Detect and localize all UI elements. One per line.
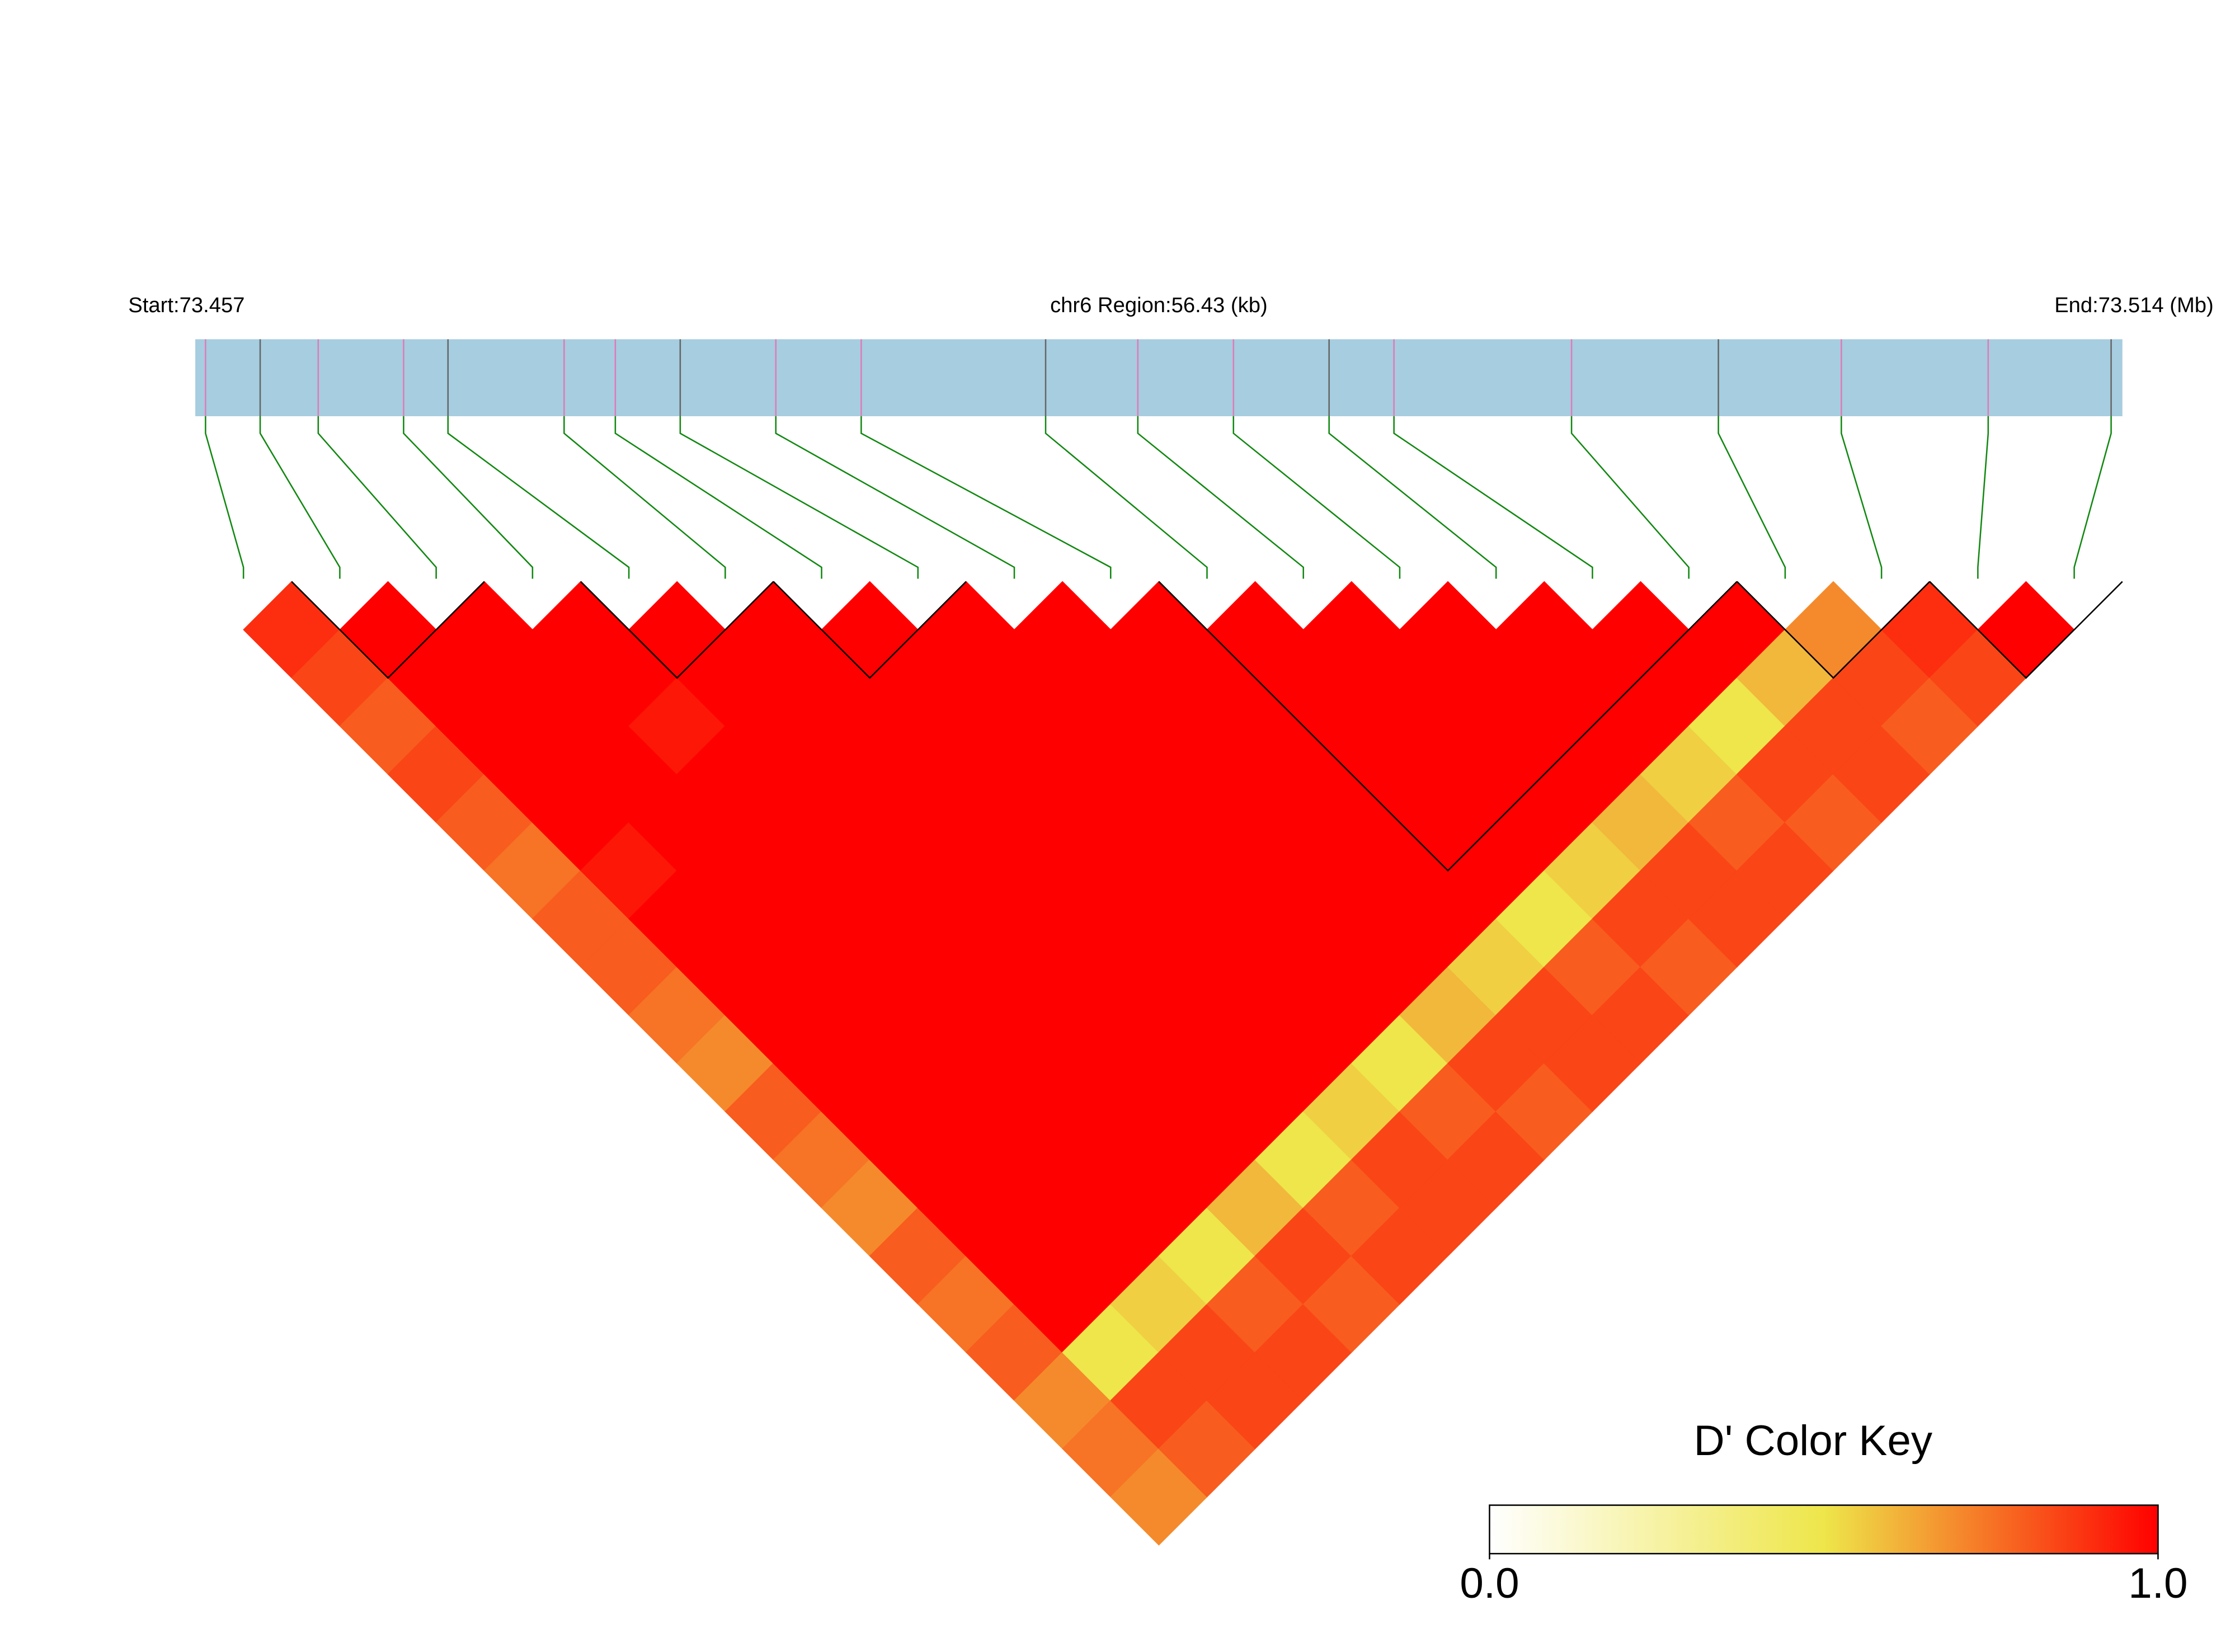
snp-connector xyxy=(2073,416,2112,579)
snp-connector xyxy=(775,416,1015,579)
snp-connector xyxy=(614,416,822,579)
snp-connector xyxy=(259,416,341,579)
snp-connector xyxy=(1841,416,1883,579)
region-label: chr6 Region:56.43 (kb) xyxy=(1050,293,1268,317)
region-bar xyxy=(195,339,2123,416)
end-label: End:73.514 (Mb) xyxy=(2054,293,2214,317)
color-key-bar xyxy=(1489,1504,2159,1555)
snp-connector xyxy=(317,416,437,579)
start-label: Start:73.457 xyxy=(128,293,244,317)
ld-block xyxy=(773,581,967,679)
snp-connector xyxy=(205,416,244,579)
snp-connector xyxy=(1232,416,1401,579)
ld-block xyxy=(291,581,485,679)
snp-connector xyxy=(1328,416,1497,579)
ld-block xyxy=(1158,581,1738,872)
color-key-label: 0.0 xyxy=(1460,1560,1519,1607)
snp-connector xyxy=(1977,416,1989,579)
color-key-label: 1.0 xyxy=(2128,1560,2187,1607)
snp-connector xyxy=(1570,416,1690,579)
snp-connector xyxy=(403,416,534,579)
ld-block xyxy=(1736,581,1931,679)
snp-connector xyxy=(1137,416,1305,579)
ld-block xyxy=(1929,581,2123,679)
snp-connector xyxy=(1393,416,1593,579)
snp-connector xyxy=(860,416,1112,579)
snp-connector xyxy=(1044,416,1208,579)
snp-connector xyxy=(1718,416,1786,579)
snp-connector xyxy=(679,416,919,579)
ld-block xyxy=(580,581,774,679)
color-key-title: D' Color Key xyxy=(1694,1417,1933,1465)
snp-connector xyxy=(447,416,630,579)
snp-connector xyxy=(563,416,726,579)
